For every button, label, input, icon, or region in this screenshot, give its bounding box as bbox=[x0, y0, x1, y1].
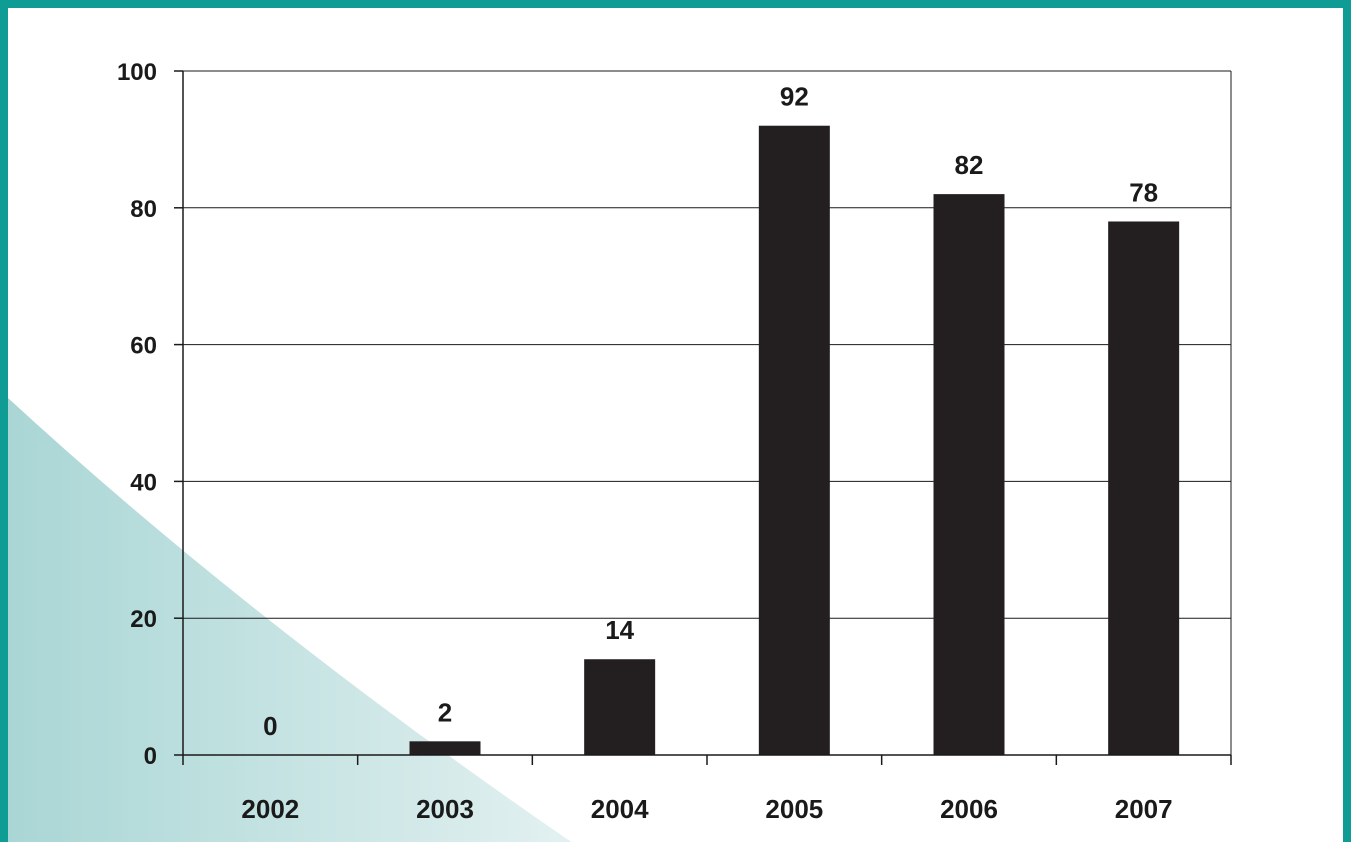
labels: 0 2 14 92 82 78 0 20 40 60 80 100 2002 2003 2004 2005 20… bbox=[117, 59, 1173, 824]
x-tick-label-2005: 2005 bbox=[765, 794, 823, 824]
bars bbox=[409, 125, 1180, 756]
data-label-2006: 82 bbox=[955, 150, 984, 180]
y-tick-label: 40 bbox=[130, 469, 157, 496]
decorative-swoosh bbox=[8, 398, 572, 842]
data-label-2004: 14 bbox=[605, 615, 634, 645]
bar-2006 bbox=[933, 194, 1005, 755]
x-tick-label-2003: 2003 bbox=[416, 794, 474, 824]
x-tick-label-2002: 2002 bbox=[241, 794, 299, 824]
y-tick-label: 100 bbox=[117, 59, 157, 86]
data-label-2002: 0 bbox=[263, 711, 277, 741]
data-label-2007: 78 bbox=[1129, 177, 1158, 207]
data-label-2003: 2 bbox=[438, 697, 452, 727]
x-tick-label-2007: 2007 bbox=[1115, 794, 1173, 824]
bar-chart: 0 2 14 92 82 78 0 20 40 60 80 100 2002 2003 2004 2005 20… bbox=[8, 59, 1232, 842]
y-tick-label: 60 bbox=[130, 333, 157, 360]
x-tick-label-2006: 2006 bbox=[940, 794, 998, 824]
gridlines bbox=[183, 70, 1232, 755]
data-label-2005: 92 bbox=[780, 82, 809, 112]
bar-2004 bbox=[584, 659, 656, 755]
bar-2003 bbox=[409, 741, 481, 755]
x-tick-label-2004: 2004 bbox=[591, 794, 649, 824]
y-tick-label: 80 bbox=[130, 196, 157, 223]
axes bbox=[174, 70, 1232, 765]
y-tick-label: 20 bbox=[130, 606, 157, 633]
bar-2007 bbox=[1108, 221, 1180, 756]
bar-2005 bbox=[758, 125, 830, 756]
y-tick-label: 0 bbox=[144, 743, 157, 770]
